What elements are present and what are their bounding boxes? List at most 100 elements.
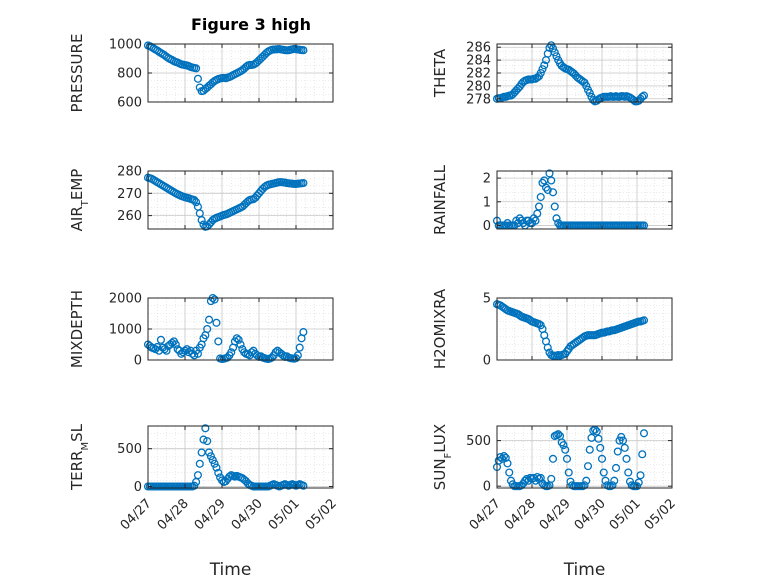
- y-tick-label: 280: [117, 165, 142, 180]
- y-tick-label: 1: [483, 195, 491, 210]
- data-point: [597, 454, 607, 463]
- data-point: [208, 455, 217, 465]
- y-tick-label: 0: [134, 480, 142, 495]
- data-series: [492, 300, 649, 360]
- data-point: [225, 472, 234, 481]
- axes-box: [496, 425, 673, 489]
- data-point: [562, 454, 572, 463]
- data-point: [536, 321, 545, 330]
- data-point: [585, 88, 594, 98]
- y-tick-label: 278: [466, 92, 491, 107]
- data-point: [610, 476, 619, 485]
- data-point: [299, 328, 308, 337]
- data-point: [214, 337, 223, 346]
- data-point: [541, 183, 551, 192]
- data-point: [594, 434, 603, 443]
- data-point: [547, 474, 556, 483]
- y-tick-label: 0: [483, 480, 491, 495]
- data-point: [536, 68, 545, 78]
- data-point: [543, 343, 552, 352]
- y-tick-label: 260: [117, 209, 142, 224]
- data-point: [295, 343, 304, 352]
- data-point: [552, 214, 561, 223]
- data-point: [559, 441, 568, 450]
- subplot-3: 260 270 280 AIRTEMP: [68, 165, 334, 231]
- y-axis-label: RAINFALL: [431, 164, 449, 235]
- data-point: [197, 216, 206, 225]
- data-point: [501, 453, 510, 462]
- data-point: [212, 463, 221, 472]
- data-point: [299, 179, 308, 188]
- data-point: [503, 459, 512, 468]
- y-axis-label: H2OMIXRA: [431, 288, 449, 369]
- data-point: [634, 478, 643, 487]
- data-point: [192, 198, 201, 207]
- y-tick-label: 2: [483, 172, 491, 187]
- data-point: [561, 445, 570, 454]
- axes-box: [147, 170, 334, 230]
- y-axis-label: THETA: [431, 48, 449, 98]
- data-point: [203, 437, 212, 446]
- y-axis-label: MIXDEPTH: [68, 290, 86, 368]
- data-point: [223, 353, 232, 362]
- data-point: [533, 209, 542, 218]
- data-point: [299, 46, 308, 55]
- data-point: [171, 340, 180, 349]
- subplot-5: 0 1000 2000 MIXDEPTH: [68, 290, 334, 369]
- data-point: [599, 468, 608, 477]
- x-axis-label: Time: [209, 560, 252, 580]
- data-point: [236, 340, 245, 349]
- data-point: [624, 468, 633, 477]
- data-point: [536, 473, 545, 483]
- data-point: [156, 335, 166, 344]
- data-point: [536, 192, 545, 202]
- data-point: [180, 346, 190, 355]
- data-point: [585, 445, 594, 454]
- data-series: [492, 425, 649, 491]
- axes-box: [496, 170, 673, 230]
- data-point: [205, 448, 214, 457]
- data-point: [234, 335, 243, 344]
- data-point: [550, 48, 559, 57]
- data-point: [552, 52, 561, 61]
- data-point: [639, 429, 649, 438]
- data-point: [193, 471, 203, 480]
- data-point: [162, 346, 171, 355]
- data-point: [293, 351, 302, 360]
- data-point: [638, 92, 647, 101]
- data-point: [596, 443, 605, 452]
- x-axis-label: Time: [563, 560, 606, 580]
- subplot-4: 0 1 2 RAINFALL: [431, 164, 673, 235]
- data-point: [545, 169, 554, 178]
- data-point: [203, 324, 212, 334]
- data-point: [548, 188, 558, 197]
- data-point: [534, 202, 544, 211]
- data-point: [193, 74, 203, 83]
- data-point: [201, 424, 210, 433]
- axes-box: [496, 297, 673, 361]
- y-tick-label: 800: [117, 67, 142, 82]
- data-point: [533, 473, 542, 482]
- data-point: [217, 476, 227, 485]
- data-point: [151, 345, 160, 354]
- data-point: [582, 476, 591, 485]
- subplot-6: 0 5 H2OMIXRA: [431, 288, 673, 369]
- figure-title: Figure 3 high: [191, 15, 311, 34]
- data-point: [168, 338, 177, 348]
- subplot-1: 600 800 1000 PRESSURE: [68, 34, 334, 113]
- data-point: [190, 195, 199, 205]
- data-point: [205, 315, 214, 324]
- data-point: [199, 435, 208, 444]
- y-tick-label: 284: [466, 54, 491, 69]
- y-axis-label: PRESSURE: [68, 34, 86, 113]
- data-point: [271, 348, 280, 357]
- data-point: [550, 202, 559, 211]
- data-point: [232, 334, 241, 343]
- data-point: [190, 481, 199, 490]
- data-point: [608, 481, 617, 490]
- y-axis-label: TERRMSL: [68, 423, 91, 491]
- data-point: [622, 454, 631, 463]
- axes-box: [147, 425, 334, 489]
